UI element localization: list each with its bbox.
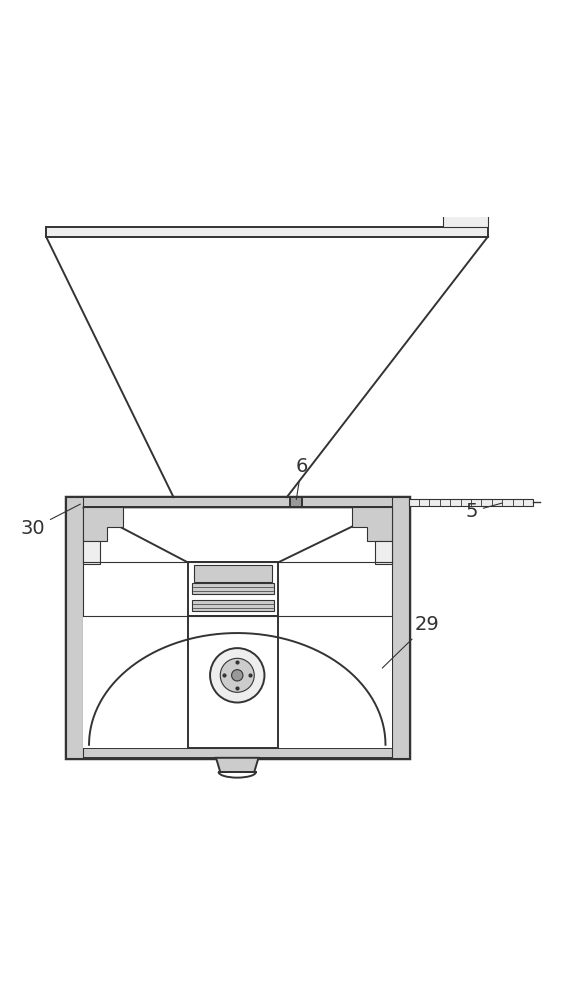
Polygon shape	[194, 565, 272, 582]
Polygon shape	[66, 748, 408, 758]
Polygon shape	[352, 507, 392, 541]
Polygon shape	[83, 507, 123, 541]
Polygon shape	[46, 227, 488, 237]
Text: 29: 29	[382, 615, 439, 668]
Circle shape	[210, 648, 265, 703]
Polygon shape	[408, 499, 533, 506]
Circle shape	[220, 658, 254, 692]
Polygon shape	[187, 562, 278, 616]
Text: 5: 5	[465, 502, 502, 521]
Polygon shape	[216, 758, 258, 772]
Polygon shape	[66, 497, 83, 758]
Polygon shape	[66, 497, 408, 507]
Polygon shape	[83, 616, 392, 748]
Polygon shape	[83, 507, 392, 562]
Polygon shape	[392, 497, 408, 758]
Polygon shape	[187, 616, 278, 748]
Polygon shape	[375, 541, 392, 564]
Polygon shape	[442, 210, 488, 227]
Text: 6: 6	[295, 457, 308, 500]
Text: 30: 30	[20, 504, 81, 538]
Polygon shape	[192, 600, 274, 611]
Circle shape	[232, 670, 243, 681]
Polygon shape	[66, 497, 408, 758]
Polygon shape	[192, 583, 274, 594]
Polygon shape	[83, 541, 100, 564]
Polygon shape	[290, 497, 302, 507]
